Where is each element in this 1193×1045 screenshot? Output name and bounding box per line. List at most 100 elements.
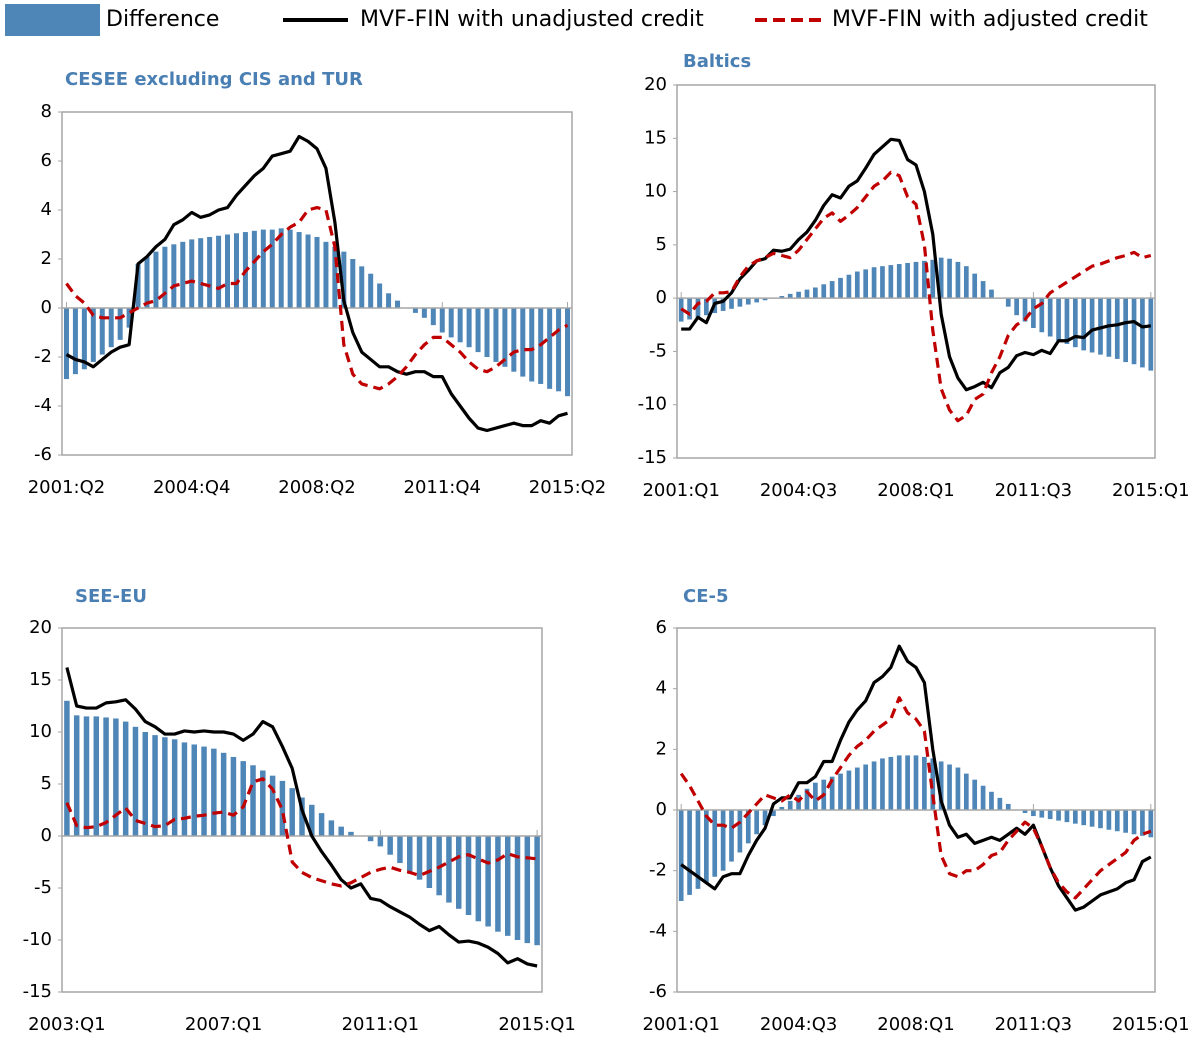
bar: [704, 810, 709, 883]
bar: [695, 810, 701, 889]
bar: [287, 229, 293, 308]
bar: [250, 765, 256, 836]
bar: [269, 775, 276, 836]
bar: [1081, 298, 1087, 351]
line: [65, 134, 568, 433]
bar: [796, 291, 801, 299]
y-tick-label: -5: [34, 877, 52, 898]
bar: [181, 742, 188, 836]
bar: [1064, 810, 1070, 823]
bar: [712, 810, 718, 877]
bar: [913, 261, 919, 299]
bar: [395, 300, 401, 308]
bar: [880, 266, 885, 299]
bar: [122, 721, 129, 836]
bar: [556, 308, 562, 392]
y-tick-label: 8: [41, 101, 52, 122]
bar: [99, 308, 105, 355]
x-tick-label: 2001:Q2: [28, 477, 106, 498]
bar: [162, 737, 168, 836]
line: [65, 205, 569, 391]
bar: [963, 773, 969, 810]
bar: [1022, 298, 1028, 322]
bar: [520, 308, 526, 377]
bar: [189, 239, 195, 308]
bar: [989, 791, 994, 810]
bar: [397, 836, 403, 864]
bar: [955, 767, 961, 810]
bar: [332, 246, 338, 308]
bar: [407, 836, 413, 872]
bar: [502, 308, 508, 367]
bar: [972, 273, 978, 299]
bar: [485, 836, 491, 927]
bar: [821, 284, 827, 299]
bar: [695, 298, 701, 318]
bar: [980, 785, 986, 810]
bar: [745, 810, 751, 844]
bar: [1140, 298, 1145, 368]
y-tick-label: 0: [656, 287, 667, 308]
y-tick-label: 4: [656, 678, 667, 699]
y-tick-label: -4: [34, 395, 52, 416]
bar: [299, 797, 305, 836]
bar: [455, 836, 462, 909]
x-tick-label: 2015:Q1: [498, 1014, 576, 1035]
chart-title: Baltics: [683, 51, 751, 72]
bar: [251, 230, 257, 308]
bar: [896, 264, 902, 299]
y-tick-label: 10: [644, 181, 667, 202]
x-tick-label: 2011:Q4: [404, 477, 482, 498]
y-tick-label: -2: [34, 346, 52, 367]
bar: [1089, 298, 1095, 353]
bar: [547, 308, 553, 389]
bar: [475, 308, 481, 353]
bar: [73, 715, 80, 836]
bar: [386, 293, 392, 308]
bar: [126, 308, 132, 328]
bar: [475, 836, 482, 922]
y-tick-label: 15: [29, 669, 52, 690]
y-tick-label: 20: [644, 74, 667, 95]
bar: [504, 836, 511, 936]
bar: [341, 251, 347, 308]
bar: [412, 308, 418, 313]
bar: [1123, 298, 1128, 363]
bar: [980, 281, 986, 299]
bar: [687, 298, 692, 320]
bar: [565, 308, 571, 397]
bar: [1056, 298, 1061, 341]
legend-label: MVF-FIN with adjusted credit: [832, 7, 1148, 32]
bar: [787, 800, 793, 810]
bar: [955, 261, 961, 299]
bar: [171, 244, 177, 308]
bar: [1106, 810, 1112, 830]
bar: [377, 283, 383, 308]
bar: [180, 241, 186, 308]
x-tick-label: 2007:Q1: [185, 1014, 263, 1035]
bar: [1005, 298, 1011, 307]
y-tick-label: -6: [34, 444, 52, 465]
bar: [83, 716, 90, 836]
bar: [314, 236, 320, 308]
bar: [804, 289, 810, 299]
bar: [854, 767, 860, 810]
bar: [1148, 810, 1154, 838]
x-tick-label: 2004:Q4: [153, 477, 231, 498]
y-tick-label: -10: [23, 929, 52, 950]
bar: [1064, 298, 1070, 344]
bar: [144, 256, 150, 308]
bar: [745, 298, 751, 305]
bar: [305, 234, 311, 308]
bar: [762, 298, 768, 301]
plot-frame: [676, 84, 1156, 459]
bar: [704, 298, 709, 316]
bar: [762, 810, 768, 826]
bar: [754, 298, 760, 303]
bar: [829, 281, 835, 299]
bar: [103, 717, 109, 836]
y-tick-label: 10: [29, 721, 52, 742]
bar: [1098, 810, 1103, 829]
x-tick-label: 2008:Q1: [877, 1014, 955, 1035]
